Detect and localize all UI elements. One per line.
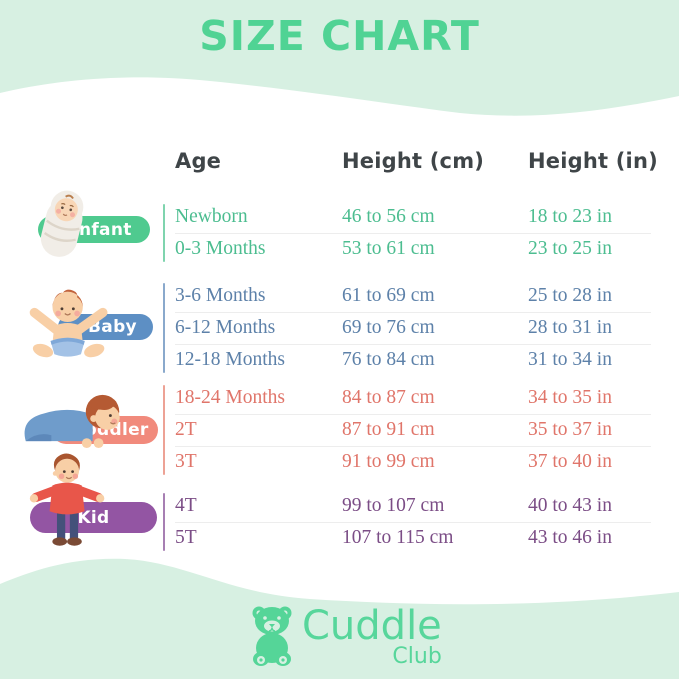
height-cm-cell: 84 to 87 cm [342,387,435,408]
header-height-cm: Height (cm) [342,149,485,173]
height-in-cell: 35 to 37 in [528,419,612,440]
toddler-accent-line [163,385,165,475]
brand-wordmark: Cuddle Club [302,604,442,668]
standing-kid-illustration [29,453,105,546]
infant-accent-line [163,204,165,262]
baby-accent-line [163,283,165,373]
row-divider [175,233,651,234]
age-cell: 18-24 Months [175,387,285,408]
crawling-toddler-illustration [24,394,120,449]
height-cm-cell: 69 to 76 cm [342,317,435,338]
age-cell: 2T [175,419,197,440]
row-divider [175,446,651,447]
table-row: 12-18 Months 76 to 84 cm 31 to 34 in [0,344,679,376]
table-row: 3-6 Months 61 to 69 cm 25 to 28 in [0,280,679,312]
height-in-cell: 43 to 46 in [528,527,612,548]
table-row: Newborn 46 to 56 cm 18 to 23 in [0,201,679,233]
row-divider [175,312,651,313]
header-age: Age [175,149,222,173]
height-in-cell: 23 to 25 in [528,238,612,259]
brand-logo: Cuddle Club [246,604,442,670]
row-divider [175,414,651,415]
height-cm-cell: 61 to 69 cm [342,285,435,306]
row-divider [175,344,651,345]
height-in-cell: 31 to 34 in [528,349,612,370]
baby-pill-label: Baby [88,317,137,337]
size-group-toddler: 18-24 Months 84 to 87 cm 34 to 35 in 2T … [0,382,679,478]
age-cell: 5T [175,527,197,548]
size-group-baby: 3-6 Months 61 to 69 cm 25 to 28 in 6-12 … [0,280,679,376]
height-cm-cell: 87 to 91 cm [342,419,435,440]
height-cm-cell: 91 to 99 cm [342,451,435,472]
height-cm-cell: 53 to 61 cm [342,238,435,259]
age-cell: 3T [175,451,197,472]
kid-pill-label: Kid [77,507,110,528]
table-header-row: Age Height (cm) Height (in) [0,149,679,179]
height-in-cell: 18 to 23 in [528,206,612,227]
age-cell: 4T [175,495,197,516]
sitting-baby-illustration [29,289,108,358]
size-group-infant: Newborn 46 to 56 cm 18 to 23 in 0-3 Mont… [0,201,679,265]
table-row: 5T 107 to 115 cm 43 to 46 in [0,522,679,554]
teddy-bear-icon [252,606,292,666]
height-cm-cell: 76 to 84 cm [342,349,435,370]
height-cm-cell: 99 to 107 cm [342,495,445,516]
table-row: 6-12 Months 69 to 76 cm 28 to 31 in [0,312,679,344]
age-cell: 6-12 Months [175,317,276,338]
table-row: 4T 99 to 107 cm 40 to 43 in [0,490,679,522]
header-height-in: Height (in) [528,149,658,173]
height-cm-cell: 107 to 115 cm [342,527,454,548]
infant-pill-label: Infant [72,219,132,240]
table-row: 3T 91 to 99 cm 37 to 40 in [0,446,679,478]
age-cell: 0-3 Months [175,238,266,259]
height-cm-cell: 46 to 56 cm [342,206,435,227]
brand-name: Cuddle [302,603,442,649]
kid-accent-line [163,493,165,551]
age-cell: 12-18 Months [175,349,285,370]
age-cell: Newborn [175,206,248,227]
size-group-kid: 4T 99 to 107 cm 40 to 43 in 5T 107 to 11… [0,490,679,554]
table-row: 2T 87 to 91 cm 35 to 37 in [0,414,679,446]
age-cell: 3-6 Months [175,285,266,306]
swaddled-infant-illustration [40,190,84,257]
height-in-cell: 40 to 43 in [528,495,612,516]
page-title: SIZE CHART [199,12,480,60]
table-row: 0-3 Months 53 to 61 cm 23 to 25 in [0,233,679,265]
height-in-cell: 25 to 28 in [528,285,612,306]
brand-subname: Club [392,644,442,669]
height-in-cell: 37 to 40 in [528,451,612,472]
row-divider [175,522,651,523]
height-in-cell: 34 to 35 in [528,387,612,408]
height-in-cell: 28 to 31 in [528,317,612,338]
table-row: 18-24 Months 84 to 87 cm 34 to 35 in [0,382,679,414]
